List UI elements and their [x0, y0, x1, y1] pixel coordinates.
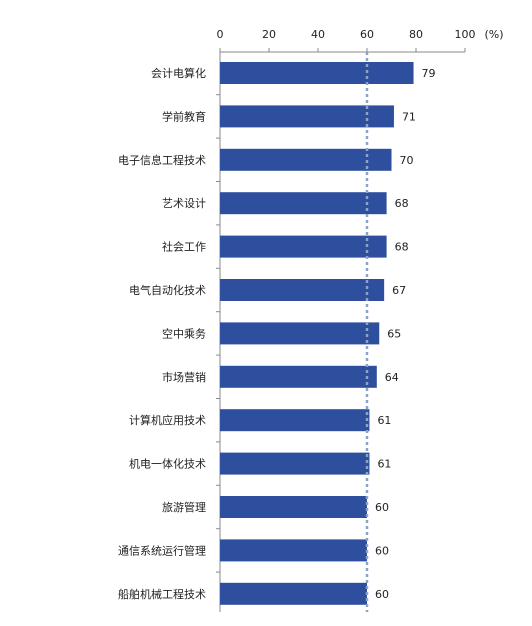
bar: [220, 539, 367, 562]
data-label: 64: [385, 371, 399, 384]
bar: [220, 279, 385, 301]
x-tick-label: 60: [360, 28, 374, 41]
category-label: 旅游管理: [162, 500, 206, 514]
x-tick-label: 80: [409, 28, 423, 41]
category-label: 艺术设计: [162, 197, 206, 210]
data-label: 65: [387, 327, 401, 340]
x-tick-label: 40: [311, 28, 325, 41]
data-label: 61: [377, 414, 391, 427]
x-axis: 0 20 40 60 80 100: [217, 28, 476, 53]
category-label: 船舶机械工程技术: [118, 587, 206, 601]
bar: [220, 235, 387, 258]
data-label: 68: [395, 241, 409, 254]
data-label: 61: [377, 458, 391, 471]
bar: [220, 582, 367, 605]
category-label: 市场营销: [162, 370, 206, 384]
category-label: 社会工作: [162, 240, 206, 254]
category-label: 会计电算化: [151, 66, 206, 80]
bar: [220, 62, 414, 84]
x-tick-label: 20: [262, 28, 276, 41]
bar: [220, 322, 380, 345]
category-label: 通信系统运行管理: [118, 543, 206, 557]
bar: [220, 452, 370, 475]
bar: [220, 496, 367, 518]
data-label: 79: [422, 67, 436, 80]
bar: [220, 409, 370, 432]
data-label: 71: [402, 110, 416, 123]
bar: [220, 192, 387, 215]
category-label: 空中乘务: [162, 326, 206, 340]
data-label: 60: [375, 501, 389, 514]
category-label: 机电一体化技术: [129, 457, 206, 471]
category-label: 电子信息工程技术: [118, 153, 206, 167]
bars: 会计电算化 79 学前教育 71 电子信息工程技术 70 艺术设计 68 社会工作 68 电气自动化…: [118, 52, 436, 612]
category-label: 计算机应用技术: [129, 413, 206, 427]
x-tick-label: 0: [217, 28, 224, 41]
data-label: 68: [395, 197, 409, 210]
bar: [220, 365, 377, 388]
bar: [220, 105, 394, 128]
x-axis-unit-label: (%): [484, 28, 503, 41]
bar: [220, 148, 392, 171]
x-tick-label: 100: [455, 28, 476, 41]
category-label: 电气自动化技术: [129, 283, 206, 297]
category-label: 学前教育: [162, 109, 206, 123]
data-label: 60: [375, 588, 389, 601]
data-label: 70: [400, 154, 414, 167]
data-label: 67: [392, 284, 406, 297]
data-label: 60: [375, 544, 389, 557]
